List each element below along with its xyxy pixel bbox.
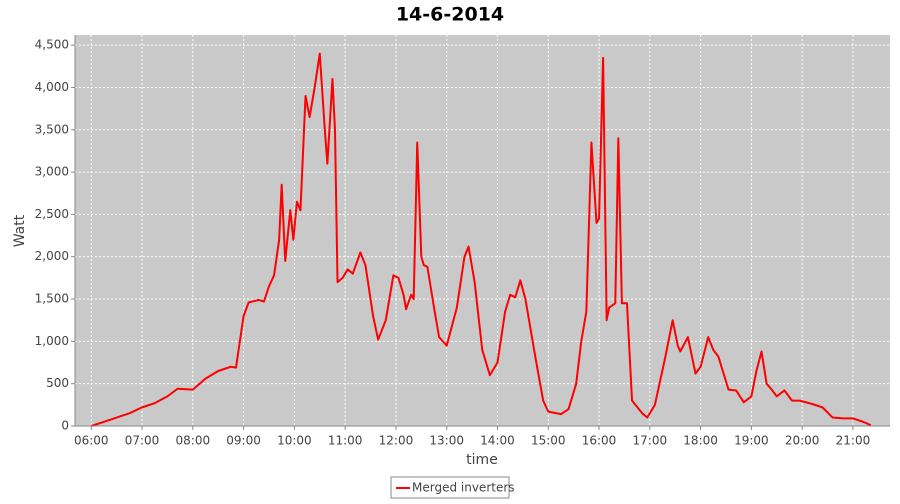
x-axis-label: time [466, 452, 498, 468]
x-tick-label: 15:00 [531, 434, 566, 448]
y-tick-label: 2,000 [35, 249, 69, 263]
x-tick-label: 20:00 [785, 434, 820, 448]
chart-title: 14-6-2014 [396, 4, 504, 26]
y-tick-label: 500 [46, 376, 69, 390]
x-tick-label: 13:00 [429, 434, 464, 448]
y-tick-label: 0 [61, 419, 69, 433]
y-tick-label: 1,500 [35, 292, 69, 306]
y-axis-label: Watt [12, 214, 28, 247]
grid [75, 35, 890, 427]
y-tick-label: 1,000 [35, 334, 69, 348]
y-tick-label: 2,500 [35, 207, 69, 221]
x-tick-label: 21:00 [836, 434, 871, 448]
x-tick-label: 10:00 [277, 434, 312, 448]
marks [90, 52, 872, 427]
x-tick-label: 08:00 [176, 434, 211, 448]
y-tick-label: 4,500 [35, 38, 69, 52]
x-tick-label: 17:00 [633, 434, 668, 448]
legend-box [390, 476, 510, 499]
y-tick-label: 3,500 [35, 122, 69, 136]
series-line [90, 52, 872, 427]
x-tick-label: 18:00 [683, 434, 718, 448]
y-tick-label: 4,000 [35, 80, 69, 94]
y-tick-label: 3,000 [35, 165, 69, 179]
x-tick-label: 16:00 [582, 434, 617, 448]
legend: Merged inverters [390, 476, 515, 499]
x-tick-label: 09:00 [226, 434, 261, 448]
legend-label: Merged inverters [412, 481, 515, 495]
x-tick-label: 06:00 [74, 434, 109, 448]
x-tick-label: 11:00 [328, 434, 363, 448]
x-tick-label: 12:00 [379, 434, 414, 448]
x-tick-label: 19:00 [734, 434, 769, 448]
axes: 0 500 1,000 1,500 2,000 2,500 3,000 3,500 4,000 4… [35, 35, 890, 448]
x-tick-label: 14:00 [480, 434, 515, 448]
x-tick-label: 07:00 [125, 434, 160, 448]
plot-area [75, 35, 890, 426]
